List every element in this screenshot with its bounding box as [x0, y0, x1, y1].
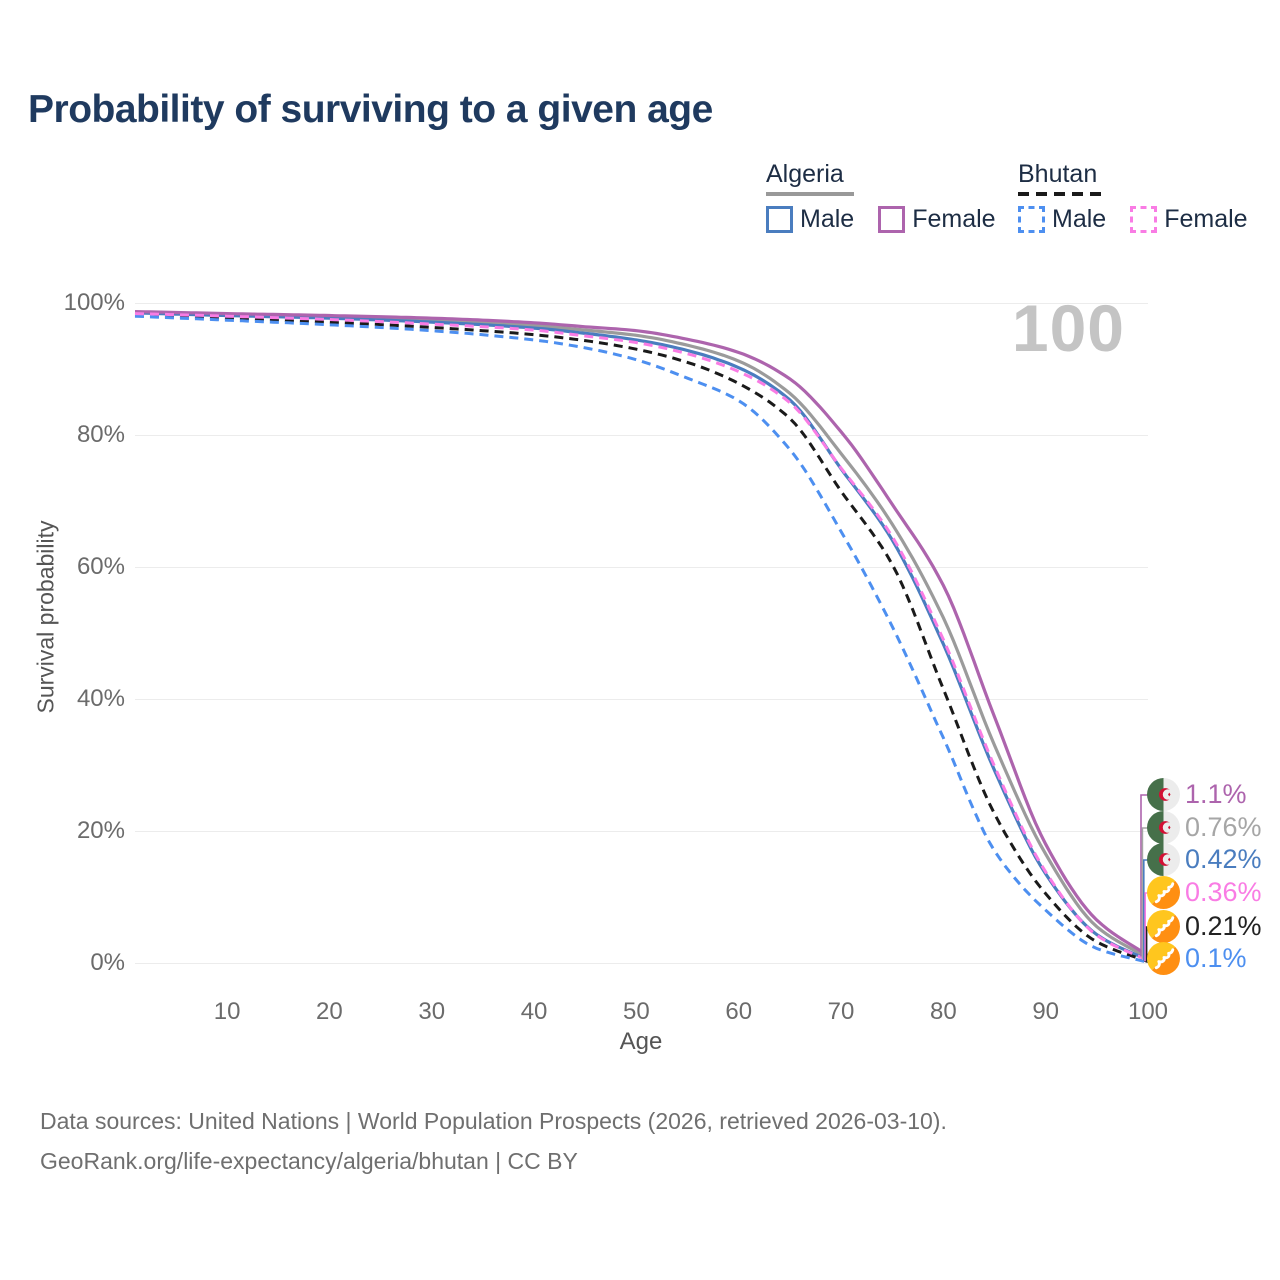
legend-item-algeria-female[interactable]: Female	[878, 205, 996, 234]
legend-item-label: Male	[1052, 205, 1107, 233]
algeria-flag-icon	[1147, 811, 1180, 844]
legend-swatch-icon	[1130, 206, 1158, 233]
algeria-flag-icon	[1147, 778, 1180, 811]
x-tick-90: 90	[1032, 998, 1060, 1025]
end-label-algeria-male: 0.42%	[1147, 843, 1262, 876]
x-tick-20: 20	[316, 998, 343, 1025]
bhutan-flag-icon	[1147, 876, 1180, 909]
series-line-bhutan-female	[134, 312, 1149, 962]
legend-item-bhutan-female[interactable]: Female	[1130, 205, 1248, 234]
series-line-algeria-both-sexes	[134, 310, 1149, 960]
gridline-20	[135, 831, 1148, 832]
x-tick-40: 40	[520, 998, 548, 1025]
gridline-100	[135, 303, 1148, 304]
legend-item-label: Female	[1164, 205, 1248, 233]
end-value: 0.42%	[1185, 844, 1262, 874]
bhutan-flag-icon	[1147, 942, 1180, 975]
legend-linestyle-sample	[1018, 192, 1104, 196]
series-line-algeria-male	[134, 311, 1149, 962]
y-tick-0: 0%	[90, 949, 125, 976]
end-value: 0.36%	[1185, 877, 1262, 907]
end-value: 0.76%	[1185, 812, 1262, 842]
x-tick-60: 60	[725, 998, 753, 1025]
end-label-algeria-female: 1.1%	[1147, 778, 1247, 811]
gridline-0	[135, 963, 1148, 964]
legend-swatch-icon	[1018, 206, 1045, 233]
y-tick-20: 20%	[76, 817, 125, 844]
series-line-bhutan-male	[134, 314, 1149, 964]
legend-swatch-icon	[878, 206, 906, 233]
end-value: 0.21%	[1185, 911, 1262, 941]
x-tick-70: 70	[827, 998, 855, 1025]
bhutan-flag-icon	[1147, 910, 1180, 943]
end-label-bhutan-male: 0.1%	[1147, 942, 1247, 975]
x-tick-80: 80	[929, 998, 957, 1025]
legend-group-algeria: Algeria Male Female	[766, 160, 996, 234]
legend-country-label: Algeria	[766, 160, 844, 188]
x-tick-30: 30	[418, 998, 446, 1025]
gridline-40	[135, 699, 1148, 700]
algeria-flag-icon	[1147, 843, 1180, 876]
survival-curves	[134, 310, 1149, 964]
footer-license: GeoRank.org/life-expectancy/algeria/bhut…	[40, 1148, 578, 1174]
x-axis-title: Age	[619, 1028, 663, 1055]
x-tick-100: 100	[1127, 998, 1169, 1025]
end-label-bhutan-female: 0.36%	[1147, 876, 1262, 909]
legend-item-label: Male	[800, 205, 855, 233]
legend-item-algeria-male[interactable]: Male	[766, 205, 854, 234]
legend-swatch-icon	[766, 206, 793, 233]
series-line-bhutan-both-sexes	[134, 313, 1149, 964]
legend-item-label: Female	[912, 205, 996, 233]
legend-item-bhutan-male[interactable]: Male	[1018, 205, 1106, 234]
end-value: 0.1%	[1185, 943, 1247, 973]
page-title: Probability of surviving to a given age	[28, 88, 713, 131]
legend-group-bhutan: Bhutan Male Female	[1018, 160, 1248, 234]
legend-linestyle-sample	[766, 192, 854, 196]
x-tick-50: 50	[623, 998, 650, 1025]
end-label-algeria-both-sexes: 0.76%	[1147, 811, 1262, 844]
end-label-bhutan-both-sexes: 0.21%	[1147, 910, 1262, 943]
plot-area	[134, 303, 1149, 964]
x-tick-10: 10	[213, 998, 241, 1025]
gridline-80	[135, 435, 1148, 436]
y-tick-40: 40%	[76, 685, 125, 712]
legend-country-label: Bhutan	[1018, 160, 1098, 188]
y-tick-60: 60%	[76, 553, 125, 580]
footer-sources: Data sources: United Nations | World Pop…	[40, 1108, 947, 1134]
y-tick-80: 80%	[76, 421, 125, 448]
gridline-60	[135, 567, 1148, 568]
y-tick-100: 100%	[63, 289, 125, 316]
series-line-algeria-female	[134, 310, 1149, 958]
end-value: 1.1%	[1185, 779, 1247, 809]
